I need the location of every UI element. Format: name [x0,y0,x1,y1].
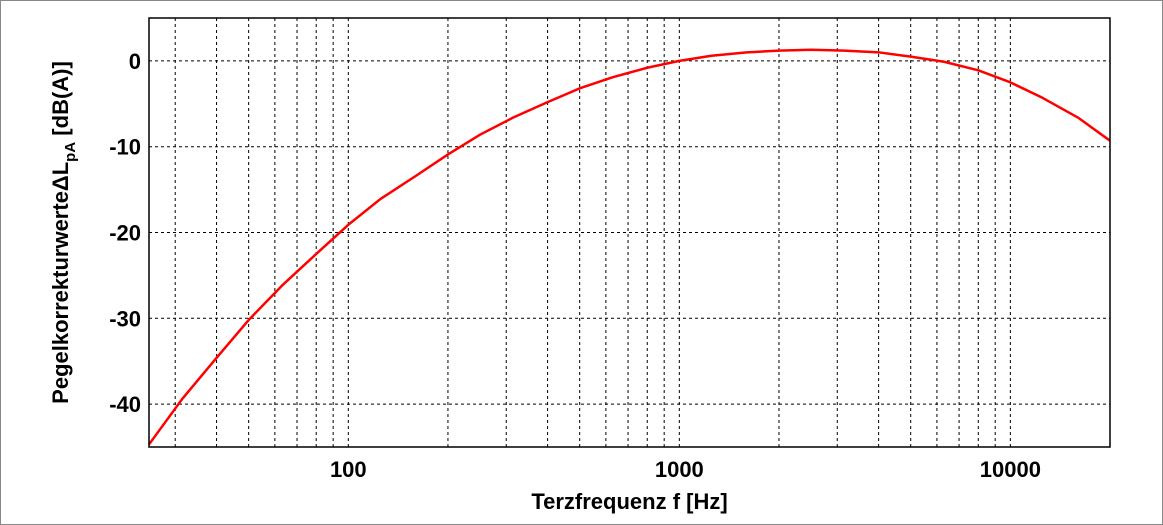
y-tick-label: -10 [109,135,141,160]
x-tick-label: 100 [330,457,367,482]
y-tick-label: 0 [129,49,141,74]
y-axis-label-symbol: ΔL [48,162,73,191]
tick-labels: 100 1000 10000 0 -10 -20 -30 -40 [109,49,1041,482]
y-axis-label-suffix: [dB(A)] [48,61,73,142]
y-tick-label: -40 [109,392,141,417]
series-line [147,48,1111,446]
plot-series [147,48,1111,446]
plot-frame [148,17,1111,448]
y-axis-label-subscript: pA [62,142,79,162]
y-axis-label: PegelkorrekturwerteΔLpA [dB(A)] [48,61,79,404]
y-tick-label: -20 [109,221,141,246]
x-tick-label: 1000 [655,457,704,482]
x-tick-label: 10000 [980,457,1041,482]
y-tick-label: -30 [109,306,141,331]
grid-lines [149,18,1110,447]
x-axis-label: Terzfrequenz f [Hz] [531,489,727,514]
y-axis-label-prefix: Pegelkorrekturwerte [48,191,73,404]
